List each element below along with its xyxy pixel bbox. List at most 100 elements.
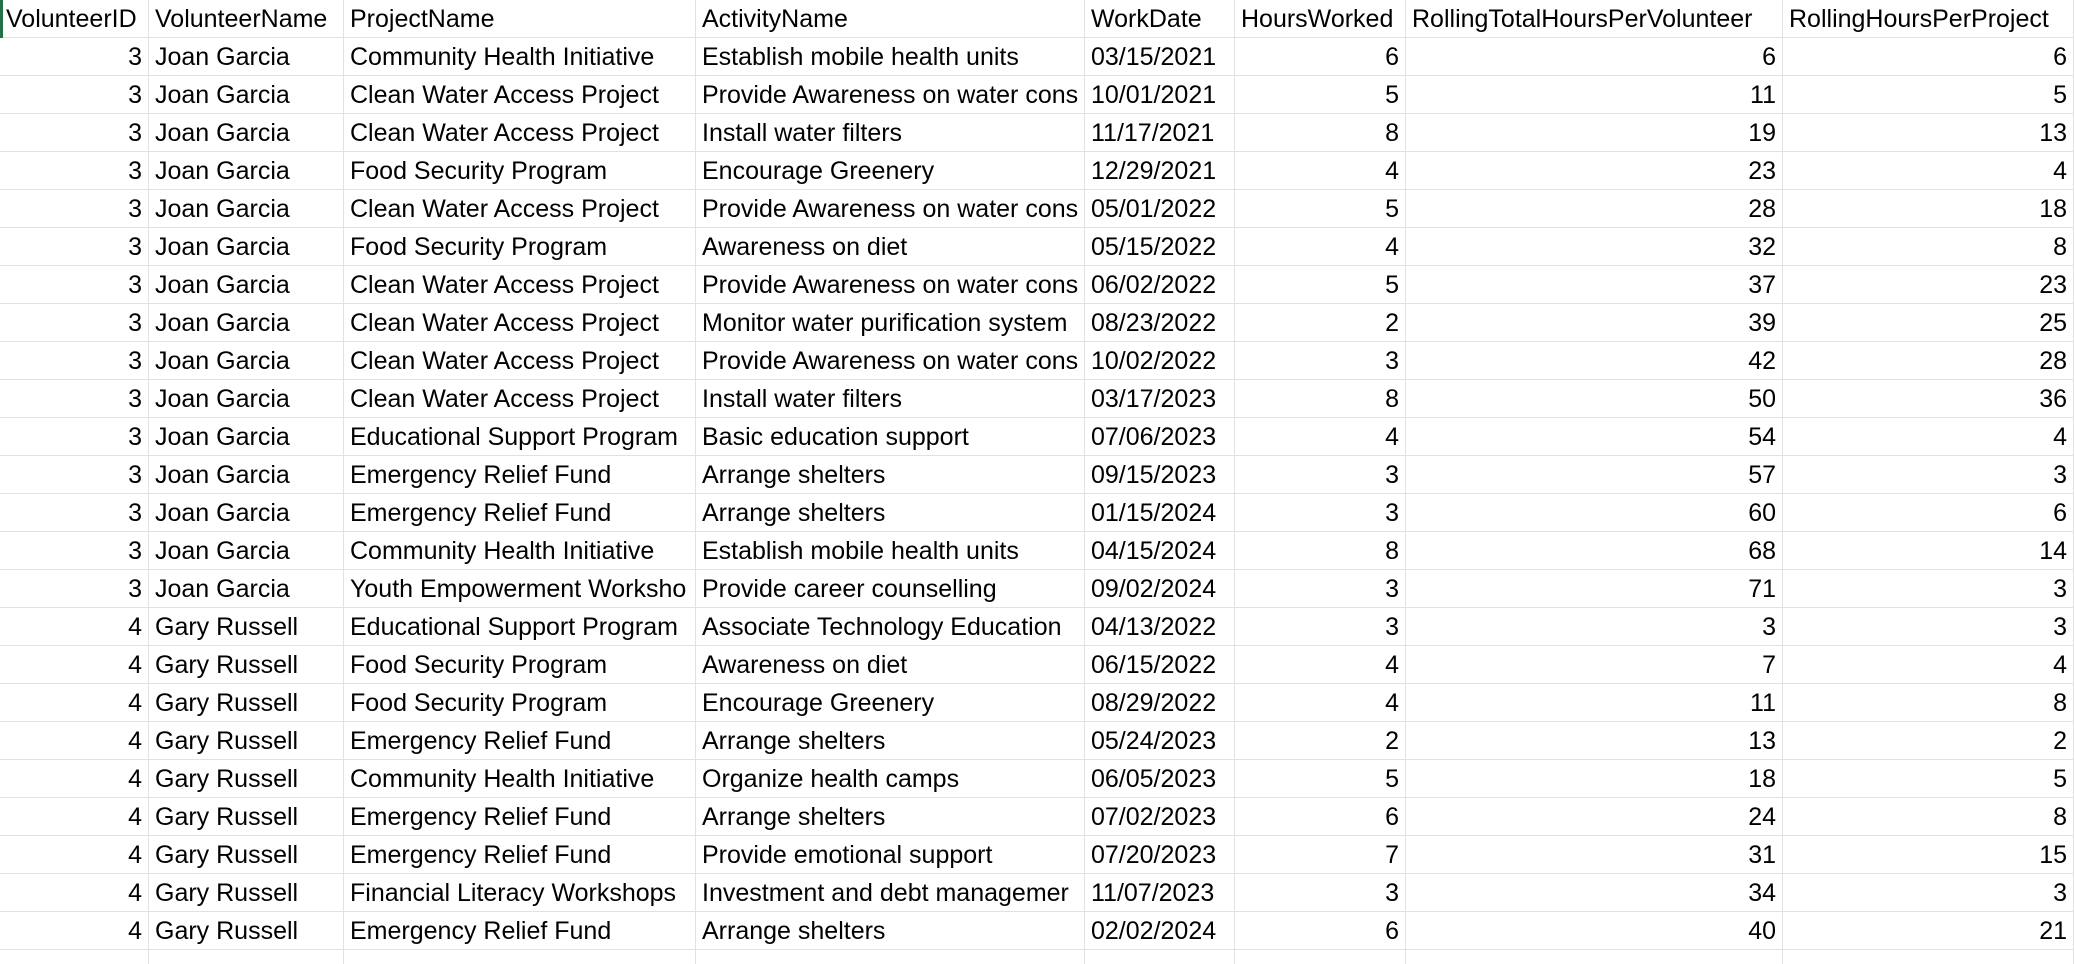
cell-volunteer-name[interactable]: Gary Russell (149, 836, 344, 874)
cell-volunteer-id[interactable]: 4 (0, 874, 149, 912)
cell-rolling-total-hours[interactable]: 24 (1406, 798, 1783, 836)
cell-activity-name[interactable]: Basic education support (696, 418, 1085, 456)
cell-rolling-project-hours[interactable]: 3 (1783, 456, 2074, 494)
cell-activity-name[interactable]: Provide Awareness on water cons (696, 266, 1085, 304)
header-cell-volunteer-name[interactable]: VolunteerName (149, 0, 344, 38)
empty-cell[interactable] (696, 950, 1085, 964)
cell-rolling-project-hours[interactable]: 3 (1783, 874, 2074, 912)
cell-project-name[interactable]: Food Security Program (344, 684, 696, 722)
cell-work-date[interactable]: 04/15/2024 (1085, 532, 1235, 570)
cell-volunteer-id[interactable]: 4 (0, 912, 149, 950)
cell-rolling-total-hours[interactable]: 3 (1406, 608, 1783, 646)
cell-rolling-project-hours[interactable]: 5 (1783, 760, 2074, 798)
cell-hours-worked[interactable]: 8 (1235, 532, 1406, 570)
cell-rolling-project-hours[interactable]: 6 (1783, 494, 2074, 532)
cell-work-date[interactable]: 08/29/2022 (1085, 684, 1235, 722)
cell-rolling-total-hours[interactable]: 11 (1406, 684, 1783, 722)
cell-activity-name[interactable]: Arrange shelters (696, 912, 1085, 950)
cell-activity-name[interactable]: Awareness on diet (696, 228, 1085, 266)
cell-project-name[interactable]: Food Security Program (344, 228, 696, 266)
cell-hours-worked[interactable]: 4 (1235, 646, 1406, 684)
cell-project-name[interactable]: Emergency Relief Fund (344, 798, 696, 836)
cell-volunteer-id[interactable]: 3 (0, 456, 149, 494)
cell-project-name[interactable]: Emergency Relief Fund (344, 722, 696, 760)
cell-project-name[interactable]: Clean Water Access Project (344, 114, 696, 152)
cell-volunteer-id[interactable]: 3 (0, 342, 149, 380)
cell-volunteer-id[interactable]: 4 (0, 836, 149, 874)
cell-work-date[interactable]: 03/17/2023 (1085, 380, 1235, 418)
cell-activity-name[interactable]: Provide Awareness on water cons (696, 342, 1085, 380)
empty-cell[interactable] (0, 950, 149, 964)
cell-rolling-total-hours[interactable]: 7 (1406, 646, 1783, 684)
cell-rolling-total-hours[interactable]: 40 (1406, 912, 1783, 950)
cell-hours-worked[interactable]: 6 (1235, 38, 1406, 76)
cell-rolling-total-hours[interactable]: 57 (1406, 456, 1783, 494)
cell-work-date[interactable]: 11/17/2021 (1085, 114, 1235, 152)
cell-rolling-project-hours[interactable]: 21 (1783, 912, 2074, 950)
cell-project-name[interactable]: Clean Water Access Project (344, 380, 696, 418)
cell-work-date[interactable]: 05/15/2022 (1085, 228, 1235, 266)
cell-volunteer-name[interactable]: Joan Garcia (149, 114, 344, 152)
header-cell-project-name[interactable]: ProjectName (344, 0, 696, 38)
cell-hours-worked[interactable]: 6 (1235, 798, 1406, 836)
cell-rolling-project-hours[interactable]: 25 (1783, 304, 2074, 342)
header-cell-activity-name[interactable]: ActivityName (696, 0, 1085, 38)
empty-cell[interactable] (1085, 950, 1235, 964)
cell-work-date[interactable]: 10/02/2022 (1085, 342, 1235, 380)
cell-hours-worked[interactable]: 4 (1235, 152, 1406, 190)
cell-volunteer-name[interactable]: Joan Garcia (149, 228, 344, 266)
header-cell-work-date[interactable]: WorkDate (1085, 0, 1235, 38)
cell-volunteer-id[interactable]: 4 (0, 722, 149, 760)
cell-work-date[interactable]: 04/13/2022 (1085, 608, 1235, 646)
cell-project-name[interactable]: Financial Literacy Workshops (344, 874, 696, 912)
cell-volunteer-name[interactable]: Gary Russell (149, 646, 344, 684)
cell-project-name[interactable]: Emergency Relief Fund (344, 912, 696, 950)
cell-volunteer-name[interactable]: Gary Russell (149, 608, 344, 646)
cell-rolling-total-hours[interactable]: 39 (1406, 304, 1783, 342)
cell-rolling-total-hours[interactable]: 60 (1406, 494, 1783, 532)
cell-volunteer-id[interactable]: 3 (0, 114, 149, 152)
cell-rolling-total-hours[interactable]: 32 (1406, 228, 1783, 266)
cell-work-date[interactable]: 06/05/2023 (1085, 760, 1235, 798)
cell-project-name[interactable]: Clean Water Access Project (344, 76, 696, 114)
cell-hours-worked[interactable]: 2 (1235, 722, 1406, 760)
cell-volunteer-name[interactable]: Gary Russell (149, 684, 344, 722)
cell-project-name[interactable]: Community Health Initiative (344, 760, 696, 798)
cell-hours-worked[interactable]: 3 (1235, 342, 1406, 380)
cell-volunteer-id[interactable]: 3 (0, 76, 149, 114)
cell-work-date[interactable]: 02/02/2024 (1085, 912, 1235, 950)
cell-volunteer-id[interactable]: 4 (0, 608, 149, 646)
cell-project-name[interactable]: Community Health Initiative (344, 532, 696, 570)
cell-activity-name[interactable]: Establish mobile health units (696, 38, 1085, 76)
cell-work-date[interactable]: 12/29/2021 (1085, 152, 1235, 190)
cell-work-date[interactable]: 09/15/2023 (1085, 456, 1235, 494)
cell-volunteer-id[interactable]: 4 (0, 760, 149, 798)
empty-cell[interactable] (1783, 950, 2074, 964)
cell-project-name[interactable]: Clean Water Access Project (344, 266, 696, 304)
cell-rolling-project-hours[interactable]: 36 (1783, 380, 2074, 418)
cell-project-name[interactable]: Educational Support Program (344, 608, 696, 646)
cell-volunteer-name[interactable]: Joan Garcia (149, 380, 344, 418)
cell-work-date[interactable]: 08/23/2022 (1085, 304, 1235, 342)
cell-rolling-total-hours[interactable]: 19 (1406, 114, 1783, 152)
cell-rolling-project-hours[interactable]: 15 (1783, 836, 2074, 874)
cell-volunteer-name[interactable]: Joan Garcia (149, 342, 344, 380)
cell-project-name[interactable]: Food Security Program (344, 646, 696, 684)
cell-project-name[interactable]: Community Health Initiative (344, 38, 696, 76)
cell-rolling-project-hours[interactable]: 18 (1783, 190, 2074, 228)
cell-rolling-total-hours[interactable]: 6 (1406, 38, 1783, 76)
cell-rolling-project-hours[interactable]: 14 (1783, 532, 2074, 570)
cell-work-date[interactable]: 06/02/2022 (1085, 266, 1235, 304)
cell-work-date[interactable]: 10/01/2021 (1085, 76, 1235, 114)
cell-project-name[interactable]: Clean Water Access Project (344, 342, 696, 380)
cell-hours-worked[interactable]: 8 (1235, 380, 1406, 418)
cell-rolling-total-hours[interactable]: 37 (1406, 266, 1783, 304)
cell-activity-name[interactable]: Encourage Greenery (696, 684, 1085, 722)
cell-hours-worked[interactable]: 5 (1235, 266, 1406, 304)
cell-project-name[interactable]: Clean Water Access Project (344, 190, 696, 228)
cell-hours-worked[interactable]: 3 (1235, 874, 1406, 912)
cell-rolling-project-hours[interactable]: 3 (1783, 608, 2074, 646)
cell-volunteer-name[interactable]: Joan Garcia (149, 532, 344, 570)
cell-activity-name[interactable]: Awareness on diet (696, 646, 1085, 684)
cell-hours-worked[interactable]: 4 (1235, 228, 1406, 266)
